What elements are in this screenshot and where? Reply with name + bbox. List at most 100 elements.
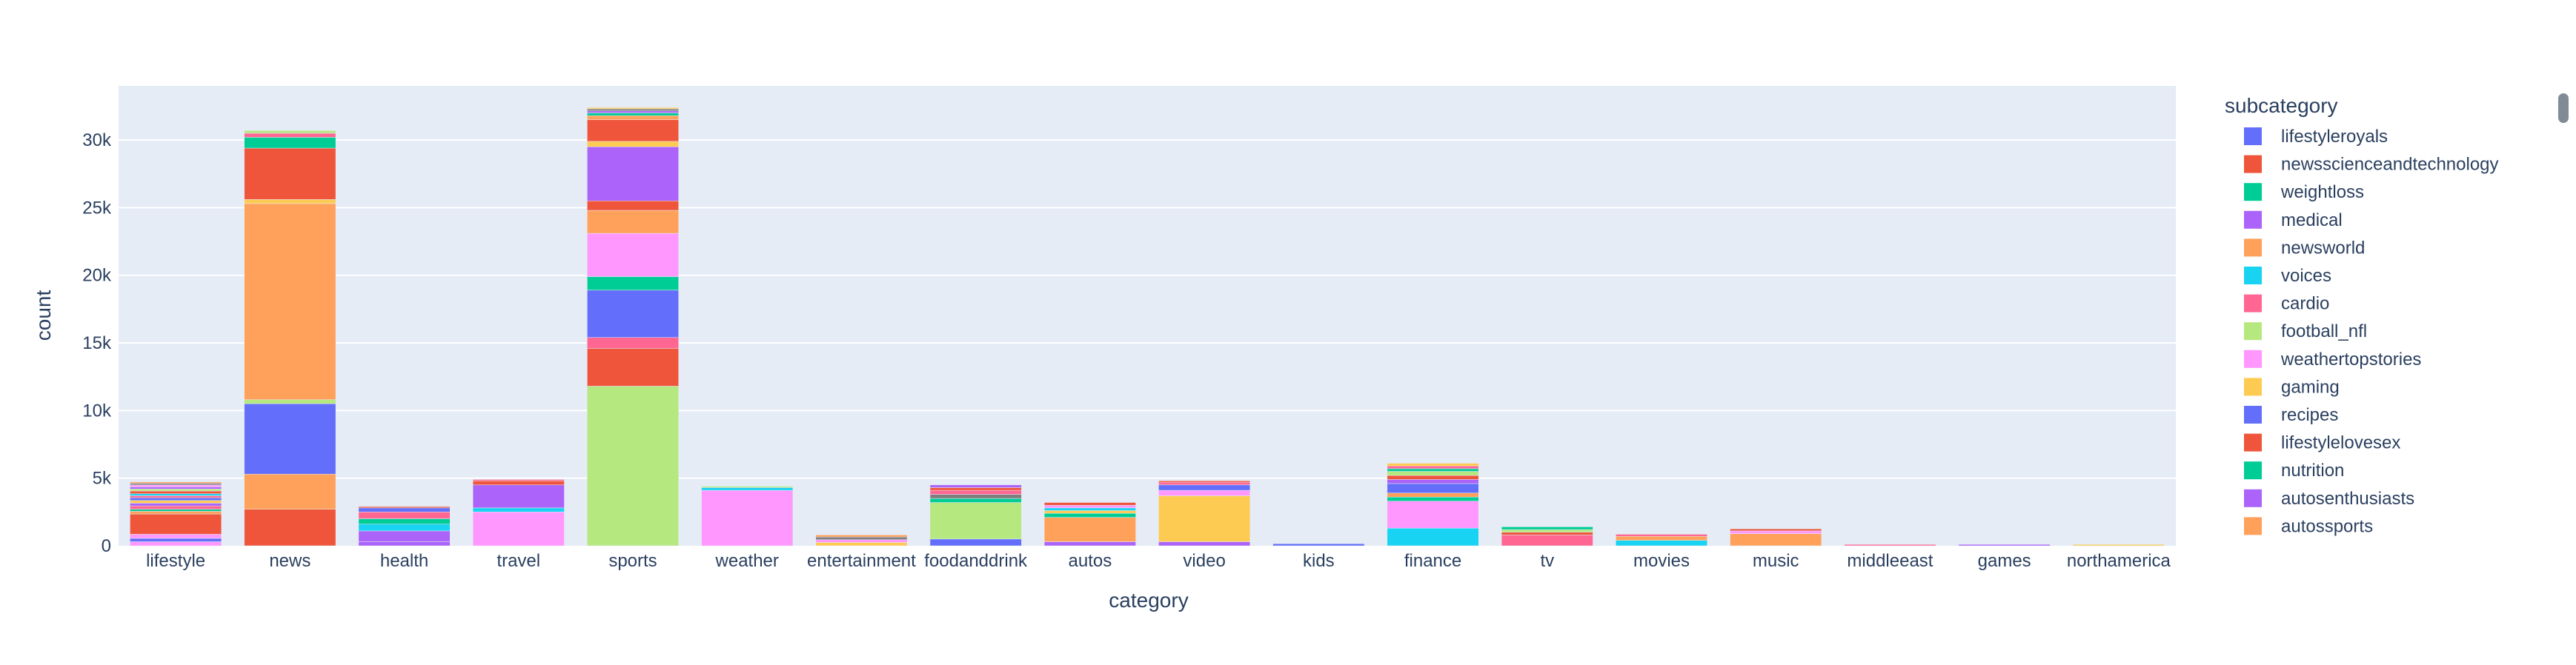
bar-segment[interactable] — [244, 403, 336, 475]
bar-stack-video[interactable] — [1158, 481, 1251, 547]
bar-segment[interactable] — [587, 107, 679, 110]
bar-segment[interactable] — [358, 512, 451, 519]
bar-segment[interactable] — [130, 505, 222, 509]
bar-segment[interactable] — [244, 133, 336, 138]
bar-stack-games[interactable] — [1958, 544, 2051, 547]
bar-segment[interactable] — [587, 108, 679, 112]
bar-segment[interactable] — [1387, 475, 1479, 480]
bar-segment[interactable] — [1501, 527, 1593, 530]
bar-stack-lifestyle[interactable] — [130, 481, 222, 547]
bar-segment[interactable] — [815, 535, 908, 538]
bar-segment[interactable] — [130, 497, 222, 501]
bar-segment[interactable] — [701, 487, 794, 491]
bar-segment[interactable] — [1501, 532, 1593, 535]
bar-segment[interactable] — [130, 509, 222, 512]
bar-segment[interactable] — [130, 541, 222, 547]
bar-segment[interactable] — [587, 113, 679, 116]
bar-segment[interactable] — [130, 503, 222, 507]
bar-segment[interactable] — [587, 337, 679, 349]
bar-segment[interactable] — [130, 481, 222, 484]
bar-stack-health[interactable] — [358, 506, 451, 547]
legend-item[interactable]: medical — [2244, 210, 2343, 230]
bar-segment[interactable] — [244, 203, 336, 400]
bar-segment[interactable] — [1730, 533, 1822, 547]
bar-segment[interactable] — [130, 513, 222, 535]
bar-stack-sports[interactable] — [587, 107, 679, 547]
bar-segment[interactable] — [1387, 501, 1479, 529]
bar-stack-entertainment[interactable] — [815, 535, 908, 547]
bar-segment[interactable] — [244, 473, 336, 509]
legend-item[interactable]: weathertopstories — [2244, 350, 2421, 370]
bar-segment[interactable] — [587, 210, 679, 234]
bar-segment[interactable] — [929, 484, 1022, 488]
bar-stack-northamerica[interactable] — [2072, 544, 2165, 547]
bar-segment[interactable] — [472, 512, 565, 547]
bar-segment[interactable] — [130, 534, 222, 539]
bar-segment[interactable] — [1616, 534, 1707, 537]
legend-item[interactable]: cardio — [2244, 294, 2329, 314]
bar-segment[interactable] — [130, 500, 222, 504]
bar-segment[interactable] — [1501, 529, 1593, 532]
bar-segment[interactable] — [815, 536, 908, 541]
bar-segment[interactable] — [244, 399, 336, 404]
bar-stack-travel[interactable] — [472, 479, 565, 547]
bar-segment[interactable] — [1158, 484, 1251, 491]
bar-segment[interactable] — [472, 481, 565, 486]
bar-segment[interactable] — [929, 489, 1022, 495]
legend-item[interactable]: autosenthusiasts — [2244, 489, 2414, 509]
bar-segment[interactable] — [701, 486, 794, 488]
legend-item[interactable]: gaming — [2244, 377, 2340, 397]
legend-item[interactable]: lifestylelovesex — [2244, 433, 2400, 453]
bar-segment[interactable] — [587, 201, 679, 211]
bar-stack-music[interactable] — [1730, 528, 1822, 547]
bar-segment[interactable] — [815, 542, 908, 547]
bar-segment[interactable] — [929, 498, 1022, 503]
legend-item[interactable]: newsworld — [2244, 238, 2365, 258]
bar-segment[interactable] — [358, 507, 451, 512]
bar-stack-weather[interactable] — [701, 486, 794, 547]
bar-segment[interactable] — [1043, 541, 1136, 547]
bar-segment[interactable] — [130, 483, 222, 486]
legend[interactable]: subcategory lifestyleroyals newssciencean… — [2225, 94, 2499, 536]
bar-segment[interactable] — [1043, 502, 1136, 506]
bar-segment[interactable] — [929, 538, 1022, 547]
bar-segment[interactable] — [130, 495, 222, 498]
legend-item[interactable]: recipes — [2244, 405, 2338, 425]
legend-scrollbar-thumb[interactable] — [2558, 93, 2569, 123]
bar-stack-tv[interactable] — [1501, 527, 1593, 547]
bar-segment[interactable] — [130, 484, 222, 487]
bar-segment[interactable] — [472, 479, 565, 481]
bar-segment[interactable] — [587, 386, 679, 547]
bar-segment[interactable] — [587, 146, 679, 201]
bar-segment[interactable] — [1387, 463, 1479, 467]
bar-segment[interactable] — [2072, 544, 2165, 547]
bar-segment[interactable] — [929, 487, 1022, 491]
bar-segment[interactable] — [1730, 528, 1822, 532]
bar-segment[interactable] — [1387, 483, 1479, 494]
bar-segment[interactable] — [1043, 510, 1136, 514]
bar-stack-middleeast[interactable] — [1844, 544, 1936, 547]
bar-segment[interactable] — [587, 290, 679, 338]
bar-segment[interactable] — [244, 509, 336, 547]
bar-segment[interactable] — [1043, 507, 1136, 511]
bar-segment[interactable] — [1616, 535, 1707, 541]
bar-segment[interactable] — [587, 276, 679, 291]
bar-stack-news[interactable] — [244, 130, 336, 547]
bar-segment[interactable] — [1958, 544, 2051, 547]
bar-segment[interactable] — [244, 199, 336, 204]
bar-segment[interactable] — [1844, 544, 1936, 547]
bar-segment[interactable] — [587, 115, 679, 120]
bar-segment[interactable] — [1158, 489, 1251, 496]
bar-segment[interactable] — [244, 137, 336, 149]
bar-segment[interactable] — [587, 233, 679, 277]
bar-segment[interactable] — [929, 494, 1022, 499]
legend-item[interactable]: weightloss — [2244, 182, 2364, 202]
bar-stack-autos[interactable] — [1043, 502, 1136, 547]
bar-segment[interactable] — [1730, 530, 1822, 534]
legend-item[interactable]: autossports — [2244, 516, 2373, 536]
bar-segment[interactable] — [130, 538, 222, 542]
bar-segment[interactable] — [1043, 504, 1136, 509]
bar-segment[interactable] — [358, 541, 451, 547]
bar-segment[interactable] — [472, 507, 565, 512]
bar-segment[interactable] — [1158, 541, 1251, 547]
